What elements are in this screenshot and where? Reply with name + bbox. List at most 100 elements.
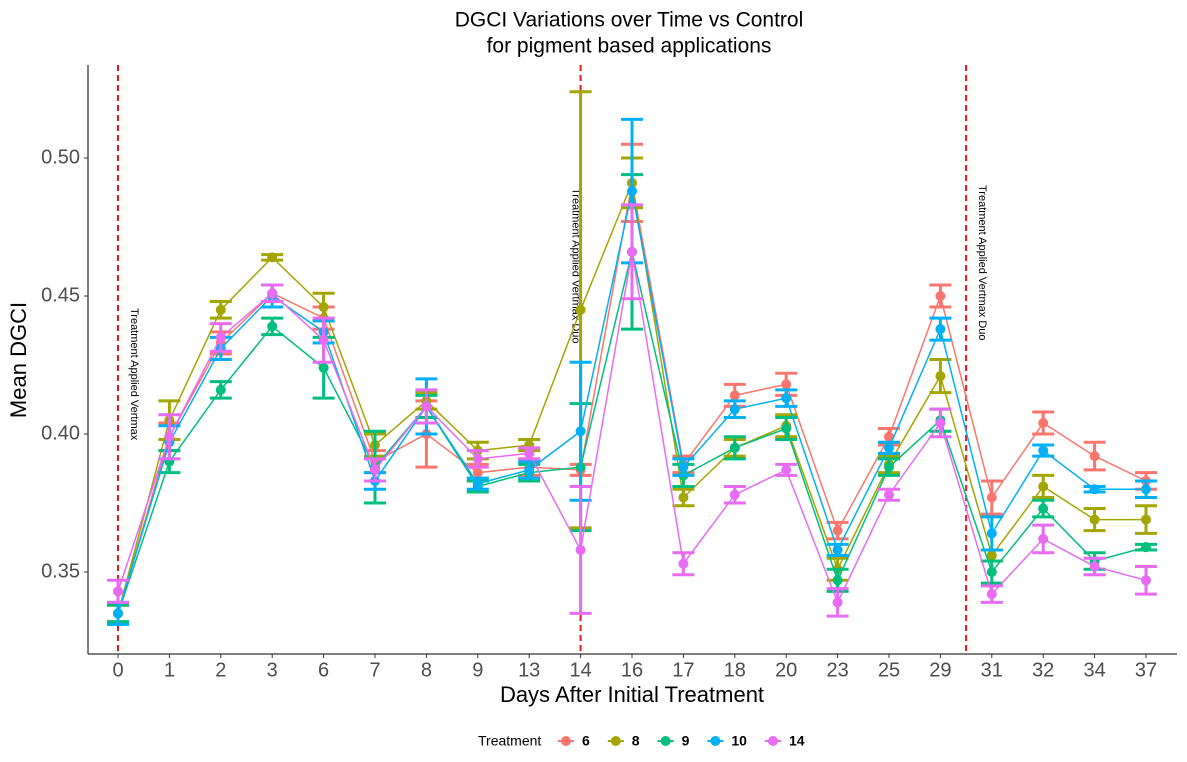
data-point (1089, 514, 1100, 525)
data-point (472, 453, 483, 464)
data-point (1089, 561, 1100, 572)
data-point (215, 304, 226, 315)
data-point (318, 302, 329, 313)
data-point (832, 575, 843, 586)
series (107, 117, 1157, 626)
y-tick-label: 0.45 (41, 284, 80, 306)
data-point (986, 589, 997, 600)
data-point (884, 462, 894, 473)
legend-label: 9 (682, 733, 690, 749)
data-point (678, 558, 689, 569)
data-point (421, 401, 432, 412)
data-point (678, 492, 689, 503)
x-tick-label: 20 (775, 659, 797, 681)
reference-note: Treatment Applied Vertmax (128, 308, 140, 441)
y-tick-label: 0.40 (41, 422, 80, 444)
data-point (215, 332, 226, 343)
data-point (935, 371, 946, 382)
data-point (678, 462, 689, 473)
x-tick-label: 23 (826, 659, 848, 681)
legend-swatch (561, 736, 571, 746)
data-point (627, 186, 637, 197)
x-tick-label: 25 (878, 659, 900, 681)
x-tick-label: 29 (929, 659, 951, 681)
x-tick-label: 31 (981, 659, 1003, 681)
x-tick-label: 1 (164, 659, 175, 681)
data-point (370, 464, 380, 475)
data-point (472, 467, 483, 478)
x-tick-label: 34 (1083, 659, 1105, 681)
data-point (986, 550, 997, 561)
data-point (1038, 481, 1049, 492)
legend-title: Treatment (478, 733, 541, 749)
x-tick-label: 6 (318, 659, 329, 681)
data-point (1089, 451, 1100, 462)
data-point (524, 448, 535, 459)
chart-subtitle: for pigment based applications (487, 35, 772, 58)
data-point (986, 492, 997, 503)
data-point (884, 431, 894, 442)
data-point (575, 304, 586, 315)
data-point (1038, 533, 1049, 544)
chart-title: DGCI Variations over Time vs Control (455, 9, 804, 32)
data-point (781, 393, 792, 404)
data-point (729, 390, 740, 401)
data-point (1141, 575, 1151, 586)
data-point (1038, 445, 1049, 456)
data-point (935, 417, 946, 428)
reference-note: Treatment Applied Vertmax Duo (976, 185, 988, 341)
x-axis-title: Days After Initial Treatment (500, 682, 764, 707)
data-point (575, 426, 586, 437)
legend-label: 10 (731, 733, 747, 749)
data-point (113, 608, 123, 619)
data-point (1141, 484, 1151, 495)
data-point (986, 567, 997, 578)
x-tick-label: 2 (215, 659, 226, 681)
data-point (1038, 417, 1049, 428)
legend-swatch (710, 736, 721, 746)
data-point (729, 442, 740, 453)
data-point (832, 597, 843, 608)
data-point (267, 321, 278, 332)
legend-swatch (660, 736, 671, 746)
data-point (472, 478, 483, 489)
x-tick-label: 8 (421, 659, 432, 681)
x-tick-label: 16 (621, 659, 643, 681)
data-point (113, 586, 123, 597)
series (107, 203, 1157, 618)
data-point (575, 544, 586, 555)
y-tick-label: 0.50 (41, 146, 80, 168)
x-tick-label: 0 (112, 659, 123, 681)
y-tick-label: 0.35 (41, 560, 80, 582)
data-point (935, 324, 946, 335)
x-tick-label: 32 (1032, 659, 1054, 681)
data-point (215, 384, 226, 395)
legend-label: 6 (582, 733, 590, 749)
data-point (729, 404, 740, 415)
data-point (1141, 542, 1151, 553)
data-point (1038, 503, 1049, 514)
data-point (524, 464, 535, 475)
data-point (729, 489, 740, 500)
y-axis-title: Mean DGCI (6, 302, 31, 418)
legend-swatch (767, 736, 778, 746)
data-point (267, 252, 278, 263)
data-point (986, 528, 997, 539)
data-point (318, 335, 329, 346)
x-tick-label: 37 (1135, 659, 1157, 681)
data-point (318, 362, 329, 373)
x-tick-label: 13 (518, 659, 540, 681)
data-point (781, 464, 792, 475)
legend-swatch (610, 736, 621, 746)
data-point (627, 246, 637, 257)
data-point (267, 288, 278, 299)
data-point (832, 525, 843, 536)
data-point (781, 379, 792, 390)
data-point (884, 489, 894, 500)
x-tick-label: 14 (569, 659, 591, 681)
data-point (164, 431, 175, 442)
x-tick-label: 18 (724, 659, 746, 681)
reference-note: Treatment Applied Vertmax Duo (570, 188, 582, 344)
data-point (781, 423, 792, 434)
